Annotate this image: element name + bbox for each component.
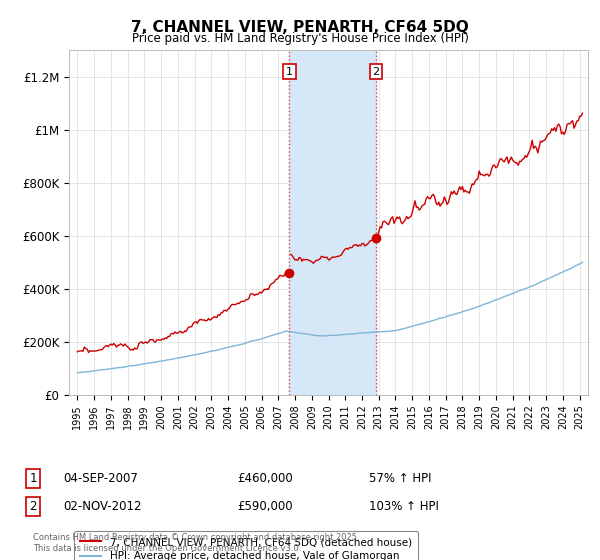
Text: 57% ↑ HPI: 57% ↑ HPI — [369, 472, 431, 486]
Text: 103% ↑ HPI: 103% ↑ HPI — [369, 500, 439, 514]
Text: 02-NOV-2012: 02-NOV-2012 — [63, 500, 142, 514]
Text: Price paid vs. HM Land Registry's House Price Index (HPI): Price paid vs. HM Land Registry's House … — [131, 32, 469, 45]
Text: 2: 2 — [373, 67, 379, 77]
Bar — [289, 50, 376, 395]
Text: 2: 2 — [29, 500, 37, 514]
Text: 04-SEP-2007: 04-SEP-2007 — [63, 472, 138, 486]
Text: 1: 1 — [29, 472, 37, 486]
Text: 7, CHANNEL VIEW, PENARTH, CF64 5DQ: 7, CHANNEL VIEW, PENARTH, CF64 5DQ — [131, 20, 469, 35]
Text: Contains HM Land Registry data © Crown copyright and database right 2025.
This d: Contains HM Land Registry data © Crown c… — [33, 533, 359, 553]
Text: £590,000: £590,000 — [237, 500, 293, 514]
Text: £460,000: £460,000 — [237, 472, 293, 486]
Text: 1: 1 — [286, 67, 293, 77]
Legend: 7, CHANNEL VIEW, PENARTH, CF64 5DQ (detached house), HPI: Average price, detache: 7, CHANNEL VIEW, PENARTH, CF64 5DQ (deta… — [74, 531, 418, 560]
